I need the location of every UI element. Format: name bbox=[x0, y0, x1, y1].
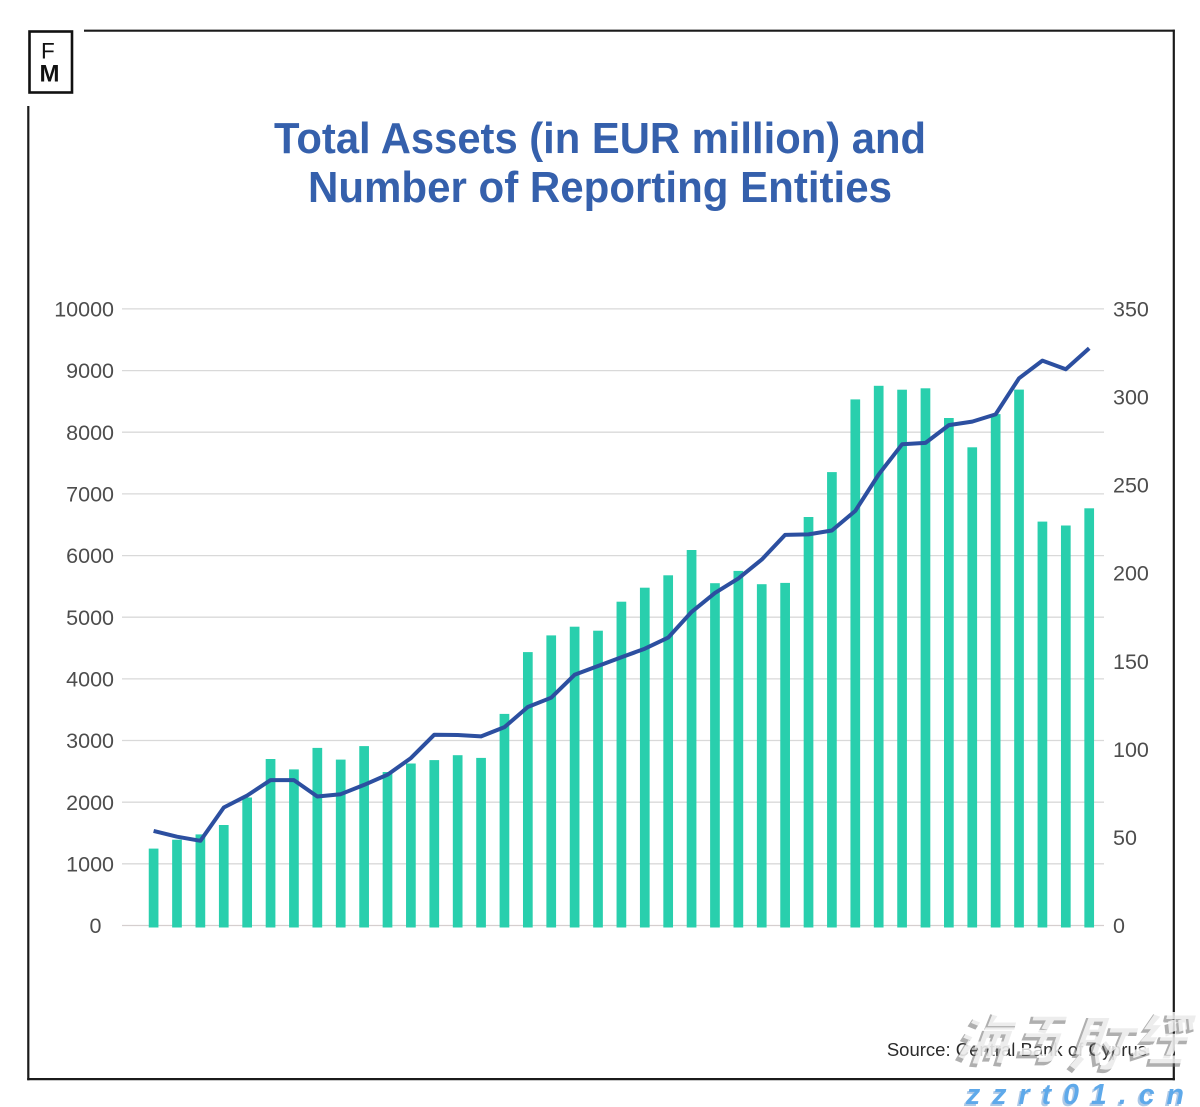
svg-text:Total Assets (in EUR million): Total Assets (in EUR million) and bbox=[274, 114, 926, 163]
svg-text:3000: 3000 bbox=[66, 729, 114, 753]
svg-text:4000: 4000 bbox=[66, 668, 114, 692]
svg-text:5000: 5000 bbox=[66, 606, 114, 630]
svg-text:350: 350 bbox=[1113, 297, 1149, 321]
svg-text:250: 250 bbox=[1113, 474, 1149, 498]
svg-text:150: 150 bbox=[1113, 650, 1149, 674]
svg-text:zzrt01.cn: zzrt01.cn bbox=[965, 1079, 1196, 1107]
svg-text:Number of Reporting Entities: Number of Reporting Entities bbox=[308, 163, 892, 212]
svg-text:zzrt01.cn: zzrt01.cn bbox=[963, 1081, 1194, 1107]
svg-text:50: 50 bbox=[1113, 826, 1137, 850]
svg-text:M: M bbox=[40, 60, 60, 87]
svg-text:1000: 1000 bbox=[66, 852, 114, 876]
svg-text:200: 200 bbox=[1113, 562, 1149, 586]
svg-text:300: 300 bbox=[1113, 386, 1149, 410]
svg-text:2000: 2000 bbox=[66, 791, 114, 815]
svg-text:9000: 9000 bbox=[66, 359, 114, 383]
svg-text:8000: 8000 bbox=[66, 421, 114, 445]
svg-text:0: 0 bbox=[1113, 914, 1125, 938]
svg-text:0: 0 bbox=[90, 914, 102, 938]
svg-text:100: 100 bbox=[1113, 738, 1149, 762]
svg-text:10000: 10000 bbox=[54, 298, 114, 322]
svg-text:7000: 7000 bbox=[66, 483, 114, 507]
svg-text:F: F bbox=[41, 39, 55, 64]
svg-text:6000: 6000 bbox=[66, 544, 114, 568]
